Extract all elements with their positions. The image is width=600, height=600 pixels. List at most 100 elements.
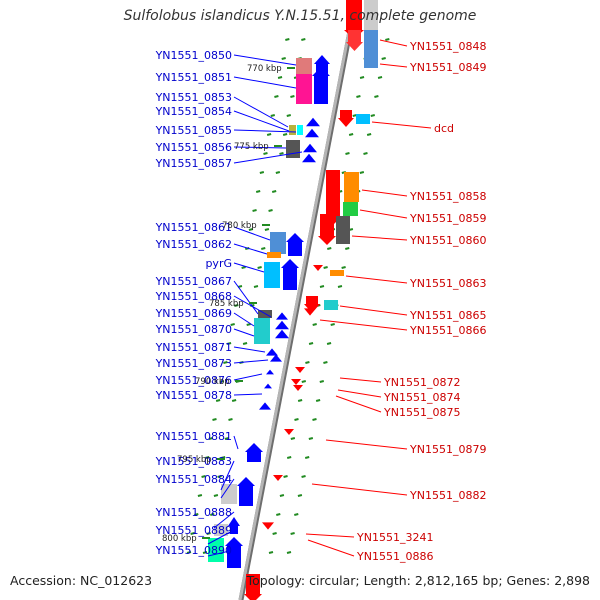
tick-mark [255, 190, 261, 193]
tick-mark [246, 323, 251, 326]
tick-mark [285, 38, 290, 41]
right-connector-line [361, 189, 408, 197]
tick-mark [385, 38, 390, 41]
tick-mark [301, 38, 306, 41]
tick-mark [323, 361, 328, 364]
tick-mark [272, 532, 277, 535]
gene-0853-body [289, 125, 296, 135]
gene-0850b [314, 55, 330, 74]
kbp-marker-label: 800 kbp [162, 534, 197, 544]
right-gene-label: dcd [434, 122, 454, 135]
tick-mark [286, 551, 292, 554]
left-gene-label: YN1551_0867 [155, 275, 232, 288]
left-connector-line [233, 295, 272, 318]
left-gene-label: YN1551_0881 [155, 430, 232, 443]
left-connector-line [233, 243, 268, 255]
right-connector-line [359, 209, 408, 219]
tick-mark [327, 247, 332, 250]
gene-0860b [318, 214, 336, 245]
right-gene-label: YN1551_0882 [409, 489, 486, 502]
left-gene-label: YN1551_0862 [155, 238, 232, 251]
left-connector-line [233, 280, 259, 315]
tick-mark [282, 133, 288, 136]
gene-bottom-body [246, 574, 260, 594]
left-gene-label: YN1551_0861 [155, 221, 232, 234]
right-connector-line [339, 305, 408, 316]
kbp-markers: 770 kbp 775 kbp 780 kbp 785 kbp 790 kbp 795 k… [162, 64, 295, 544]
tick-mark [266, 133, 272, 136]
gene-0849-body [364, 30, 378, 68]
tick-mark [210, 513, 215, 516]
left-gene-label: YN1551_0850 [155, 49, 232, 62]
tick-mark [186, 551, 192, 554]
gene-0858-body [326, 170, 340, 216]
gene-bottom-head [244, 594, 262, 600]
left-connector-line [233, 76, 297, 89]
tick-mark [268, 209, 273, 212]
left-connector-line [233, 54, 297, 66]
gene-pyrG-b [281, 259, 299, 290]
map-title: Sulfolobus islandicus Y.N.15.51, complet… [123, 8, 477, 24]
tick-mark [290, 95, 295, 98]
kbp-marker-label: 785 kbp [209, 299, 244, 309]
gene-0856-body [286, 140, 300, 158]
tick-mark [359, 171, 365, 174]
right-gene-label: YN1551_0872 [383, 376, 460, 389]
tick-mark [234, 304, 239, 307]
right-gene-label: YN1551_0848 [409, 40, 486, 53]
gene-0889-body [208, 538, 224, 562]
tick-mark [204, 456, 210, 459]
right-gene-label: YN1551_0860 [409, 234, 486, 247]
right-gene-label: YN1551_0849 [409, 61, 486, 74]
gene-dcd [338, 110, 354, 127]
gene-0874 [291, 379, 301, 385]
tick-mark [315, 399, 321, 402]
right-connector-line [371, 121, 432, 129]
tick-mark [219, 380, 225, 383]
left-connector-line [207, 529, 235, 545]
tick-mark [290, 532, 295, 535]
gene-0850b-body [316, 64, 328, 74]
gene-0851 [296, 74, 312, 104]
tick-mark [190, 532, 195, 535]
left-connector-line [233, 328, 255, 337]
left-gene-label: YN1551_0889 [155, 524, 232, 537]
gene-0860b-body [320, 214, 334, 236]
gene-0856 [286, 140, 300, 158]
left-connector-line [233, 435, 239, 450]
tick-mark [275, 171, 281, 174]
gene-0855b [305, 128, 319, 138]
gene-0862 [267, 252, 281, 258]
tick-mark [230, 323, 235, 326]
left-gene-label: YN1551_0871 [155, 341, 232, 354]
gene-0858b [344, 172, 359, 202]
gene-0853 [289, 125, 296, 135]
left-connector-line [233, 129, 297, 133]
tick-mark [323, 266, 328, 269]
kbp-marker-label: 790 kbp [195, 377, 230, 387]
gene-bottom [244, 574, 262, 600]
kbp-marker-label: 795 kbp [177, 455, 212, 465]
tick-mark [263, 152, 268, 155]
left-gene-label: YN1551_0868 [155, 290, 232, 303]
left-gene-label: YN1551_0888 [155, 506, 232, 519]
gene-0859 [343, 202, 358, 216]
gene-dcd-body [340, 110, 352, 118]
left-connector-line [220, 478, 235, 499]
kbp-marker-label: 770 kbp [247, 64, 282, 74]
left-connector-line [233, 110, 290, 132]
left-connector-line [233, 393, 263, 396]
left-connector-line [233, 359, 269, 364]
tick-mark [370, 114, 376, 117]
gene-0881-head [245, 443, 263, 452]
gene-0855 [306, 117, 320, 127]
tick-mark [345, 247, 350, 250]
right-connector-line [305, 533, 355, 538]
tick-mark [294, 418, 299, 421]
gene-0875 [293, 385, 303, 391]
tick-mark [264, 228, 270, 231]
gene-0849 [364, 30, 378, 68]
tick-mark [220, 456, 226, 459]
gene-dcd-b [356, 114, 370, 124]
tick-mark [270, 114, 276, 117]
